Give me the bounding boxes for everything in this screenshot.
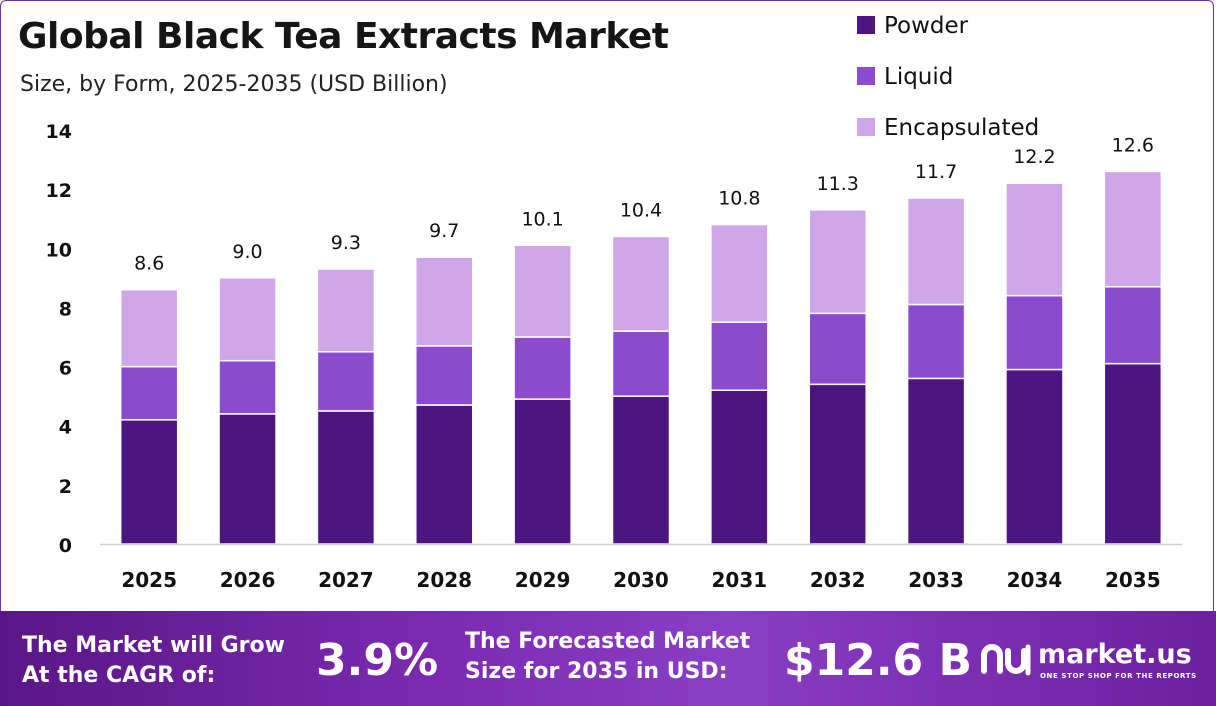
bar-segment-encapsulated <box>1103 170 1163 288</box>
legend-swatch-liquid <box>857 67 875 85</box>
forecast-label-line2: Size for 2035 in USD: <box>465 659 728 684</box>
bar-segment-encapsulated <box>415 256 474 347</box>
bar-segment-powder <box>1005 368 1064 545</box>
bar-segment-powder <box>611 395 671 545</box>
cagr-label: The Market will Grow At the CAGR of: <box>22 631 285 691</box>
bar-segment-encapsulated <box>119 288 179 368</box>
bar-total-label: 12.6 <box>1112 134 1154 156</box>
legend-swatch-encapsulated <box>857 118 875 136</box>
y-tick-label: 10 <box>46 239 72 261</box>
chart-title: Global Black Tea Extracts Market <box>18 16 669 57</box>
legend-label-encapsulated: Encapsulated <box>884 115 1039 141</box>
stacked-bar-chart: 0 2 4 6 8 10 12 14 8.6 2025 9.0 2026 9.3 2027 9.7 2028 1… <box>46 13 1182 592</box>
bar-segment-powder <box>906 377 966 545</box>
market-us-logo[interactable]: market.us ONE STOP SHOP FOR THE REPORTS <box>980 639 1200 689</box>
bar-segment-powder <box>218 413 277 545</box>
bar-segment-liquid <box>218 359 277 415</box>
bar-segment-liquid <box>611 330 671 397</box>
bar-total-label: 9.3 <box>331 232 361 254</box>
legend-swatch-powder <box>857 16 875 34</box>
bar-total-label: 11.7 <box>915 161 957 183</box>
bar-segment-encapsulated <box>513 244 572 338</box>
x-tick-label: 2026 <box>220 568 276 592</box>
legend-label-powder: Powder <box>884 13 969 39</box>
y-tick-label: 12 <box>46 180 72 202</box>
forecast-value: $12.6 B <box>784 635 973 686</box>
bar-total-label: 10.1 <box>521 208 563 230</box>
bar-segment-encapsulated <box>906 197 966 306</box>
x-tick-label: 2032 <box>810 568 866 592</box>
bar-segment-liquid <box>906 303 966 380</box>
bar-segment-powder <box>1103 362 1163 545</box>
forecast-label-line1: The Forecasted Market <box>465 629 751 654</box>
y-tick-label: 8 <box>59 298 72 320</box>
bar-segment-encapsulated <box>218 277 277 362</box>
x-tick-label: 2027 <box>318 568 374 592</box>
y-tick-label: 14 <box>46 121 72 143</box>
footer-banner: The Market will Grow At the CAGR of: 3.9… <box>0 611 1216 706</box>
bar-segment-liquid <box>415 345 474 406</box>
x-tick-label: 2025 <box>121 568 177 592</box>
x-tick-label: 2029 <box>515 568 571 592</box>
bar-segment-encapsulated <box>808 209 867 315</box>
chart-subtitle: Size, by Form, 2025-2035 (USD Billion) <box>20 72 448 97</box>
market-us-logo-icon <box>981 644 1031 676</box>
bar-segment-liquid <box>710 321 769 391</box>
bar-segment-liquid <box>1103 285 1163 365</box>
x-tick-label: 2028 <box>416 568 472 592</box>
bar-segment-liquid <box>1005 294 1064 371</box>
logo-text: market.us <box>1038 639 1192 670</box>
bar-total-label: 12.2 <box>1013 146 1055 168</box>
y-tick-label: 4 <box>59 417 72 439</box>
x-tick-label: 2033 <box>908 568 964 592</box>
bar-segment-liquid <box>513 336 572 400</box>
bar-segment-encapsulated <box>316 268 376 353</box>
x-tick-label: 2031 <box>712 568 768 592</box>
cagr-label-line1: The Market will Grow <box>22 633 285 658</box>
y-tick-label: 6 <box>59 358 72 380</box>
bar-segment-powder <box>710 389 769 545</box>
x-tick-label: 2030 <box>613 568 669 592</box>
bar-segment-powder <box>513 398 572 545</box>
bar-segment-liquid <box>808 312 867 386</box>
bar-segment-powder <box>316 410 376 545</box>
bar-segment-liquid <box>316 351 376 412</box>
bar-total-label: 8.6 <box>134 253 164 275</box>
bar-segment-encapsulated <box>1005 182 1064 297</box>
legend-label-liquid: Liquid <box>884 64 953 90</box>
y-tick-label: 0 <box>59 535 72 557</box>
bar-total-label: 9.7 <box>429 220 459 242</box>
x-tick-label: 2034 <box>1007 568 1063 592</box>
bar-total-label: 10.4 <box>620 199 662 221</box>
bar-segment-encapsulated <box>611 235 671 332</box>
bar-segment-powder <box>415 404 474 545</box>
bar-total-label: 9.0 <box>232 241 262 263</box>
bar-segment-powder <box>119 419 179 545</box>
forecast-label: The Forecasted Market Size for 2035 in U… <box>465 627 750 687</box>
logo-tagline: ONE STOP SHOP FOR THE REPORTS <box>1040 672 1197 680</box>
bar-segment-powder <box>808 383 867 545</box>
bar-total-label: 10.8 <box>718 188 760 210</box>
cagr-value: 3.9% <box>316 635 439 686</box>
bar-segment-liquid <box>119 365 179 421</box>
bar-total-label: 11.3 <box>817 173 859 195</box>
y-tick-label: 2 <box>59 476 72 498</box>
cagr-label-line2: At the CAGR of: <box>22 663 216 688</box>
bar-segment-encapsulated <box>710 223 769 323</box>
x-tick-label: 2035 <box>1105 568 1161 592</box>
